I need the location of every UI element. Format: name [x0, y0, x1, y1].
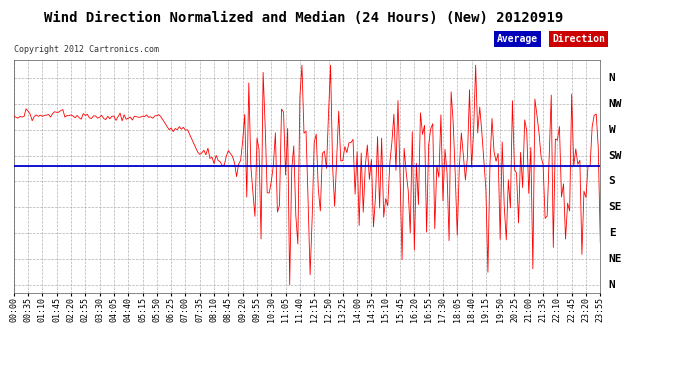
Text: Wind Direction Normalized and Median (24 Hours) (New) 20120919: Wind Direction Normalized and Median (24… [44, 11, 563, 25]
Text: N: N [609, 73, 615, 83]
Text: Average: Average [497, 34, 538, 44]
Text: SW: SW [609, 151, 622, 160]
Text: Copyright 2012 Cartronics.com: Copyright 2012 Cartronics.com [14, 45, 159, 54]
Text: Direction: Direction [552, 34, 605, 44]
Text: W: W [609, 125, 615, 135]
Text: E: E [609, 228, 615, 238]
Text: S: S [609, 176, 615, 186]
Text: SE: SE [609, 202, 622, 212]
Text: NW: NW [609, 99, 622, 109]
Text: NE: NE [609, 254, 622, 264]
Text: N: N [609, 280, 615, 290]
